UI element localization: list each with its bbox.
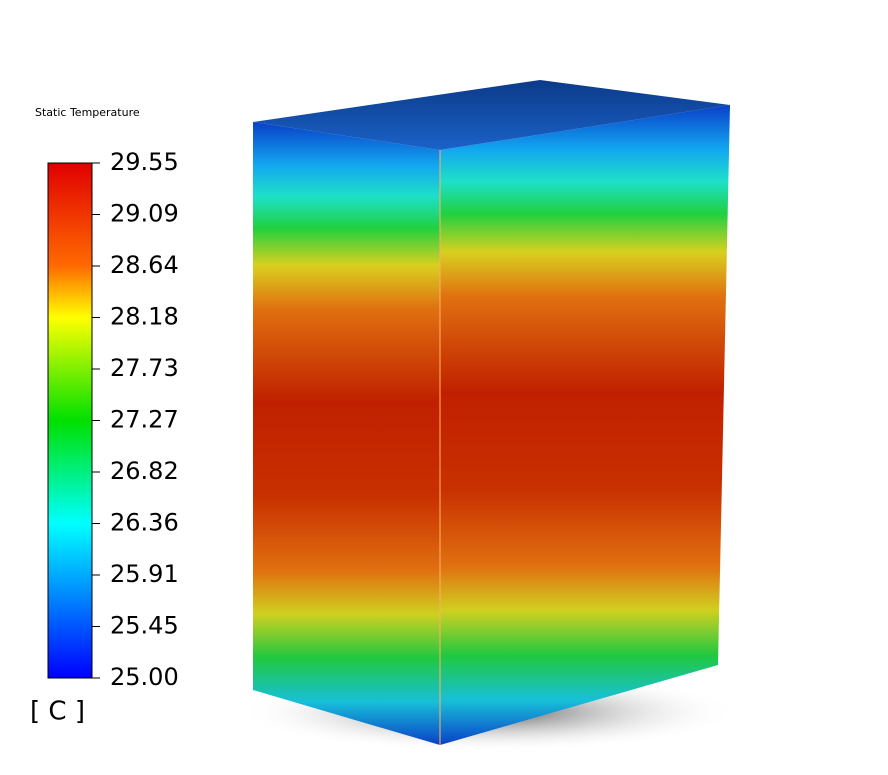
legend-label: 25.91: [110, 560, 179, 588]
legend-label: 26.36: [110, 509, 179, 537]
legend-label: 28.18: [110, 303, 179, 331]
left-face: [253, 122, 440, 745]
legend-unit: [ C ]: [30, 697, 85, 727]
legend-label: 28.64: [110, 251, 179, 279]
legend-label: 26.82: [110, 457, 179, 485]
legend-label: 27.73: [110, 354, 179, 382]
legend-label: 25.00: [110, 663, 179, 691]
legend-label: 25.45: [110, 612, 179, 640]
color-bar: [47, 162, 93, 679]
top-face: [253, 80, 730, 150]
legend-label: 27.27: [110, 406, 179, 434]
right-face: [440, 105, 730, 745]
legend-label: 29.55: [110, 148, 179, 176]
legend-label: 29.09: [110, 200, 179, 228]
legend-title: Static Temperature: [35, 106, 140, 119]
